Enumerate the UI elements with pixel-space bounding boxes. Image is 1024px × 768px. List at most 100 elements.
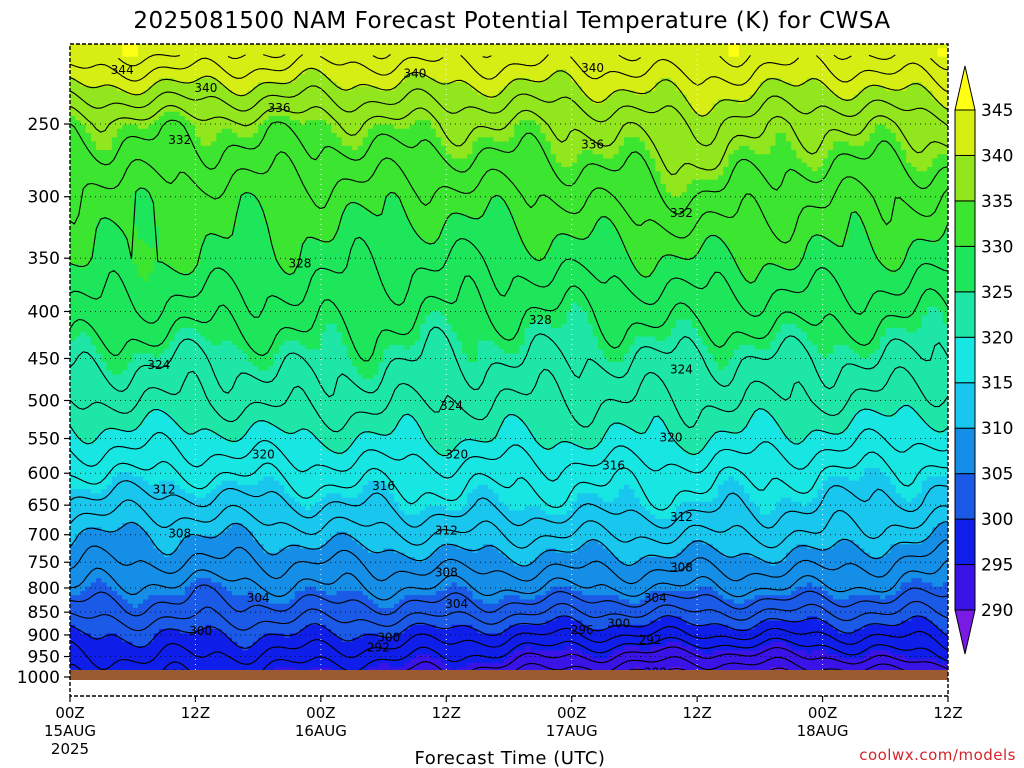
field-cell — [373, 374, 948, 380]
field-cell — [467, 663, 948, 668]
field-cell — [848, 230, 865, 236]
field-cell — [932, 425, 948, 431]
field-cell — [822, 484, 897, 490]
field-cell — [942, 629, 948, 634]
field-cell — [399, 200, 489, 206]
ground-strip — [70, 670, 948, 680]
field-cell — [310, 429, 364, 435]
field-cell — [70, 82, 82, 87]
field-cell — [85, 586, 113, 592]
field-cell — [153, 353, 160, 359]
field-cell — [336, 328, 421, 333]
field-cell — [629, 599, 641, 605]
field-cell — [733, 349, 818, 355]
contour-label: 312 — [670, 510, 693, 524]
field-cell — [326, 120, 416, 126]
field-cell — [70, 616, 557, 622]
field-cell — [446, 315, 568, 321]
field-cell — [556, 616, 573, 622]
field-cell — [137, 523, 233, 528]
field-cell — [200, 247, 275, 253]
y-tick-label: 900 — [28, 626, 60, 646]
field-cell — [446, 663, 468, 668]
field-cell — [169, 264, 197, 270]
field-cell — [738, 48, 939, 54]
field-cell — [587, 319, 677, 325]
field-cell — [70, 425, 139, 431]
field-cell — [906, 158, 933, 164]
contour-lines — [70, 54, 948, 678]
field-cell — [895, 408, 918, 414]
field-cell — [461, 340, 479, 346]
field-cell — [284, 489, 364, 495]
field-cell — [414, 340, 463, 346]
field-cell — [299, 243, 526, 249]
field-cell — [137, 603, 379, 609]
field-cell — [712, 650, 808, 656]
field-cell — [759, 557, 787, 562]
field-cell — [712, 357, 730, 363]
field-cell — [174, 77, 197, 83]
field-cell — [770, 510, 948, 516]
field-cell — [603, 544, 688, 550]
field-cell — [242, 349, 280, 355]
field-cell — [132, 357, 249, 363]
field-cell — [571, 646, 625, 651]
field-cell — [519, 595, 536, 601]
field-cell — [576, 158, 656, 164]
contour-line-292 — [504, 656, 948, 678]
field-cell — [143, 599, 270, 605]
field-cell — [545, 251, 630, 257]
field-cell — [326, 493, 343, 499]
field-cell — [608, 217, 850, 223]
field-cell — [70, 234, 97, 240]
field-cell — [906, 150, 948, 155]
field-cell — [169, 412, 406, 418]
field-cell — [232, 230, 270, 236]
field-cell — [775, 501, 803, 507]
field-cell — [759, 82, 792, 87]
field-cell — [148, 480, 160, 486]
field-cell — [895, 412, 918, 418]
field-cell — [869, 552, 886, 558]
field-cell — [362, 590, 437, 596]
field-cell — [80, 120, 155, 126]
field-cell — [70, 527, 87, 533]
field-cell — [765, 408, 860, 414]
field-cell — [90, 633, 108, 639]
field-cell — [383, 196, 400, 202]
field-cell — [890, 650, 948, 656]
field-cell — [608, 94, 688, 100]
field-cell — [686, 544, 714, 550]
field-cell — [775, 137, 787, 143]
field-cell — [456, 544, 484, 550]
field-cell — [576, 548, 609, 554]
field-cell — [791, 590, 829, 596]
field-cell — [686, 451, 698, 456]
field-cell — [477, 548, 500, 554]
field-cell — [587, 315, 923, 321]
field-cell — [279, 425, 395, 431]
field-cell — [498, 90, 583, 96]
field-cell — [488, 205, 510, 210]
field-cell — [441, 230, 521, 236]
field-cell — [383, 205, 406, 210]
field-cell — [137, 268, 155, 274]
field-cell — [90, 340, 170, 346]
field-cell — [435, 128, 515, 134]
field-cell — [70, 205, 134, 210]
field-cell — [153, 268, 176, 274]
field-cell — [911, 616, 928, 622]
field-cell — [838, 243, 845, 249]
field-cell — [885, 264, 902, 270]
field-cell — [320, 442, 353, 448]
field-cell — [681, 192, 948, 198]
field-cell — [70, 582, 92, 588]
field-cell — [70, 637, 123, 643]
field-cell — [869, 133, 897, 138]
field-cell — [770, 145, 792, 151]
field-cell — [226, 633, 264, 639]
field-cell — [623, 646, 641, 651]
field-cell — [754, 90, 834, 96]
field-cell — [101, 217, 113, 223]
